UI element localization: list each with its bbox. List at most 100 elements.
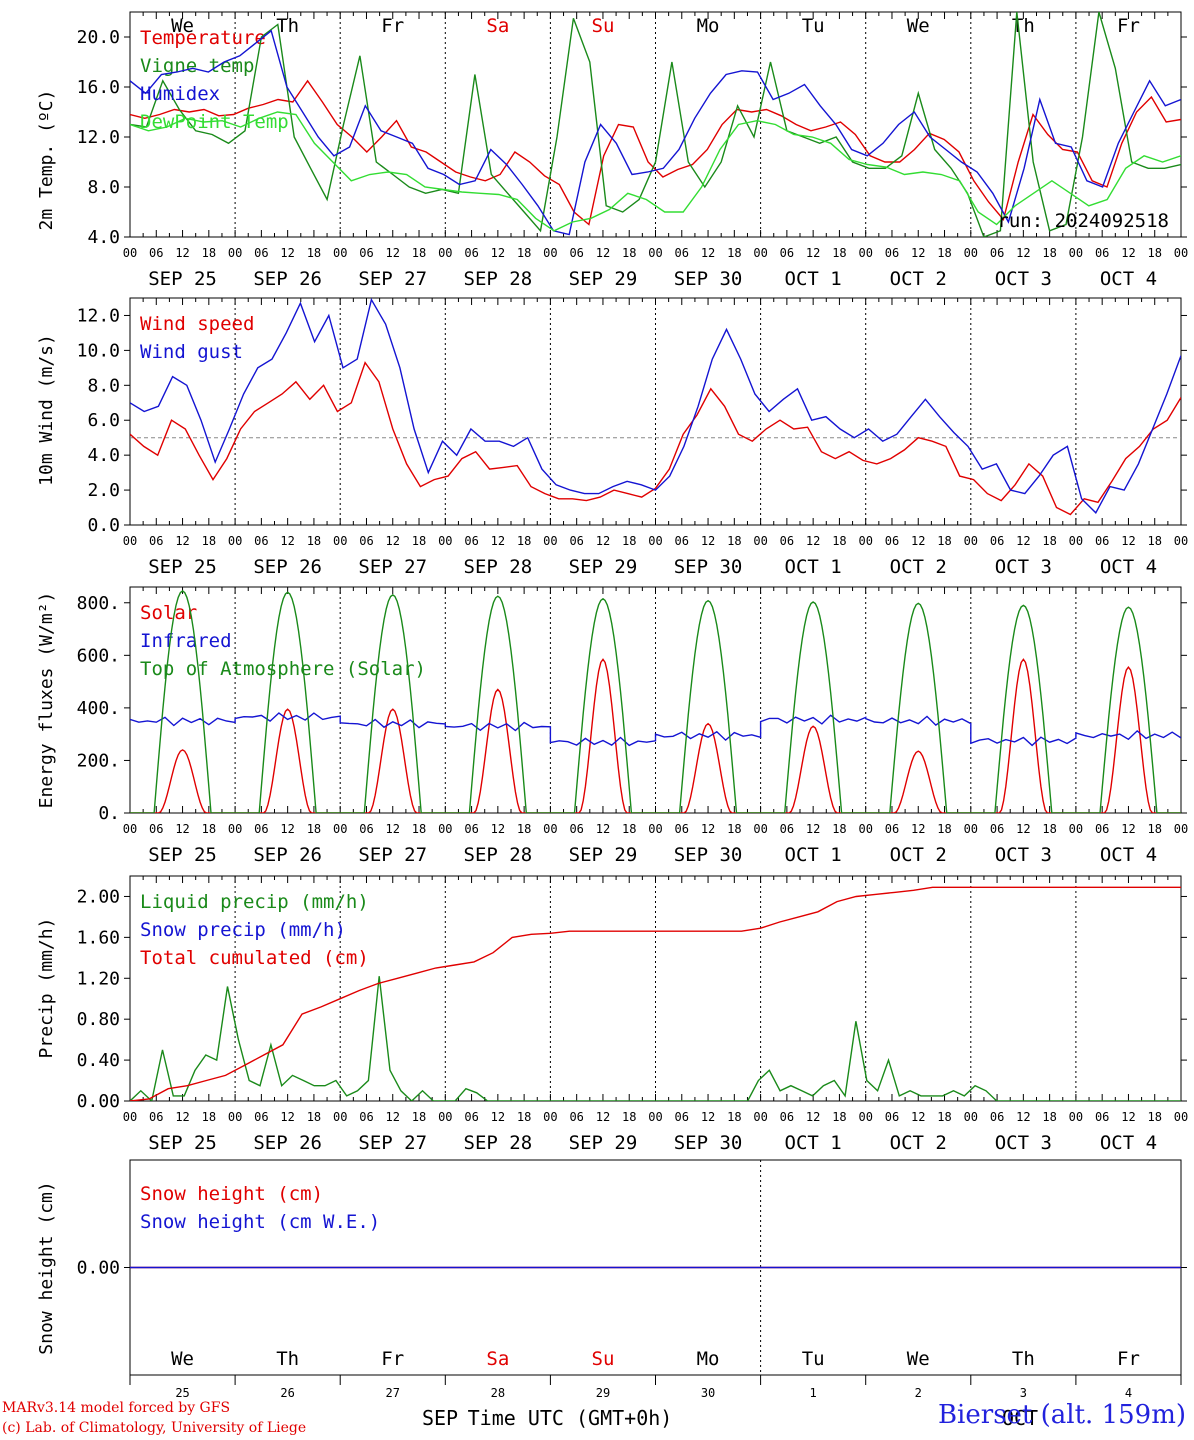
day-label: SEP 25: [148, 844, 217, 866]
series-line-solar: [130, 658, 1181, 813]
hour-tick-label: 06: [885, 246, 899, 260]
weekday-label: Sa: [486, 1348, 509, 1370]
weekday-label: We: [907, 1348, 930, 1370]
hour-tick-label: 00: [438, 1110, 452, 1124]
hour-tick-label: 12: [386, 822, 400, 836]
panel-5: 0.00 Snow height (cm) We Th Fr Sa Su Mo Tu We Th Fr…: [36, 1159, 1187, 1430]
hour-tick-label: 18: [727, 1110, 741, 1124]
hour-tick-label: 00: [1174, 1110, 1188, 1124]
hour-tick-label: 06: [359, 1110, 373, 1124]
hour-tick-label: 00: [438, 534, 452, 548]
hour-tick-label: 18: [1042, 246, 1056, 260]
day-label: SEP 26: [253, 1132, 322, 1154]
panels-group: 4.08.012.016.020.02m Temp. (ºC)00 06 12 18 0…: [36, 11, 1188, 1430]
y-tick-label: 12.0: [77, 127, 120, 148]
hour-tick-label: 00: [228, 246, 242, 260]
hour-tick-label: 12: [1121, 246, 1135, 260]
day-number-label: 27: [386, 1386, 400, 1400]
weekday-label: We: [171, 15, 194, 37]
model-credit: MARv3.14 model forced by GFS: [2, 1400, 231, 1416]
day-label: OCT 3: [995, 1132, 1052, 1154]
hour-tick-label: 12: [386, 1110, 400, 1124]
hour-tick-label: 18: [727, 822, 741, 836]
legend-entry: Vigne temp: [140, 55, 254, 77]
day-number-label: 28: [491, 1386, 505, 1400]
hour-tick-label: 18: [832, 1110, 846, 1124]
weekday-label: We: [907, 15, 930, 37]
hour-tick-label: 06: [149, 1110, 163, 1124]
hour-tick-label: 12: [701, 246, 715, 260]
hour-tick-label: 12: [175, 534, 189, 548]
hour-tick-label: 00: [333, 1110, 347, 1124]
hour-tick-label: 18: [307, 822, 321, 836]
hour-tick-label: 00: [964, 1110, 978, 1124]
day-number-label: 25: [175, 1386, 189, 1400]
hour-tick-label: 06: [990, 1110, 1004, 1124]
y-tick-label: 400.: [77, 698, 120, 719]
day-label: OCT 2: [890, 1132, 947, 1154]
day-label: SEP 25: [148, 1132, 217, 1154]
hour-tick-label: 18: [412, 534, 426, 548]
day-label: SEP 29: [569, 844, 638, 866]
hour-tick-label: 18: [1042, 1110, 1056, 1124]
y-tick-label: 20.0: [77, 27, 120, 48]
day-number-label: 29: [596, 1386, 610, 1400]
day-label: SEP 30: [674, 556, 743, 578]
hour-tick-label: 18: [937, 534, 951, 548]
weekday-label: Su: [592, 15, 615, 37]
y-tick-label: 0.80: [77, 1009, 120, 1030]
weekday-label: Sa: [486, 15, 509, 37]
day-label: SEP 29: [569, 1132, 638, 1154]
hour-tick-label: 00: [123, 246, 137, 260]
y-tick-label: 8.0: [87, 375, 120, 396]
series-line-wind-gust: [130, 298, 1181, 514]
hour-tick-label: 12: [1016, 534, 1030, 548]
series-line-top-of-atmosphere-solar-: [130, 590, 1181, 813]
hour-tick-label: 18: [937, 246, 951, 260]
hour-tick-label: 06: [885, 534, 899, 548]
legend-entry: Snow height (cm W.E.): [140, 1211, 380, 1233]
hour-tick-label: 06: [1095, 246, 1109, 260]
hour-tick-label: 12: [491, 246, 505, 260]
day-label: SEP 27: [358, 268, 427, 290]
hour-tick-label: 18: [307, 1110, 321, 1124]
day-number-label: 1: [810, 1386, 817, 1400]
day-label: OCT 3: [995, 844, 1052, 866]
hour-tick-label: 12: [280, 534, 294, 548]
weekday-label: Fr: [381, 15, 404, 37]
hour-tick-label: 00: [858, 246, 872, 260]
y-axis-label: Precip (mm/h): [36, 918, 57, 1059]
month-label: OCT: [1002, 1406, 1038, 1430]
hour-tick-label: 06: [149, 822, 163, 836]
y-axis-label: 2m Temp. (ºC): [36, 90, 57, 231]
hour-tick-label: 12: [806, 534, 820, 548]
day-label: OCT 2: [890, 844, 947, 866]
panel-4: 0.00 0.40 0.80 1.20 1.60 2.00 Precip (mm/h) 00 0…: [36, 875, 1188, 1154]
y-tick-label: 2.0: [87, 480, 120, 501]
day-label: SEP 30: [674, 268, 743, 290]
weekday-label: Th: [276, 15, 299, 37]
day-label: SEP 27: [358, 1132, 427, 1154]
hour-tick-label: 12: [596, 822, 610, 836]
hour-tick-label: 18: [202, 822, 216, 836]
hour-tick-label: 00: [543, 246, 557, 260]
legend-entry: Solar: [140, 602, 197, 624]
hour-tick-label: 18: [832, 246, 846, 260]
day-label: SEP 29: [569, 556, 638, 578]
day-label: OCT 4: [1100, 556, 1157, 578]
hour-tick-label: 12: [701, 822, 715, 836]
hour-tick-label: 12: [386, 534, 400, 548]
hour-tick-label: 00: [1174, 534, 1188, 548]
hour-tick-label: 06: [149, 246, 163, 260]
hour-tick-label: 00: [228, 534, 242, 548]
day-label: OCT 2: [890, 268, 947, 290]
hour-tick-label: 18: [1147, 534, 1161, 548]
y-axis-label: Energy fluxes (W/m²): [36, 592, 57, 809]
hour-tick-label: 18: [622, 534, 636, 548]
hour-tick-label: 12: [806, 1110, 820, 1124]
hour-tick-label: 12: [701, 1110, 715, 1124]
hour-tick-label: 18: [937, 822, 951, 836]
hour-tick-label: 00: [543, 1110, 557, 1124]
day-label: OCT 1: [785, 844, 842, 866]
